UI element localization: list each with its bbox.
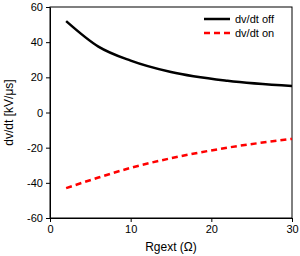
tick-label: 10 [125, 223, 137, 235]
tick: 20 [206, 218, 218, 235]
series-line [66, 139, 292, 188]
tick-label: 60 [31, 1, 43, 13]
x-axis: 0 10 20 30 [47, 218, 298, 235]
legend-swatch [204, 32, 230, 35]
legend-entry: dv/dt on [204, 27, 274, 39]
tick-label: 0 [37, 107, 43, 119]
tick-mark [46, 7, 50, 8]
tick-label: -40 [27, 177, 43, 189]
tick-mark [46, 183, 50, 184]
x-axis-title: Rgext (Ω) [145, 240, 197, 254]
tick-label: 0 [47, 223, 53, 235]
tick: -20 [27, 142, 50, 154]
series-line [66, 21, 292, 86]
axis-line [51, 218, 293, 219]
tick-label: -20 [27, 142, 43, 154]
chart: 0 10 20 30 -60 -40 -20 0 20 40 60 dv/dt off dv/dt on… [0, 0, 300, 256]
legend-entry: dv/dt off [204, 13, 275, 25]
tick: 10 [125, 218, 137, 235]
tick-mark [50, 218, 51, 222]
tick-label: 20 [31, 71, 43, 83]
legend: dv/dt off dv/dt on [204, 13, 275, 39]
legend-swatch [204, 18, 230, 21]
tick-mark [211, 218, 212, 222]
tick: -40 [27, 177, 50, 189]
tick: 0 [37, 107, 50, 119]
tick: 40 [31, 36, 50, 48]
legend-label: dv/dt on [235, 27, 274, 39]
y-axis-title: dv/dt [kV/μs] [2, 79, 16, 145]
tick-label: 30 [286, 223, 298, 235]
lines [66, 21, 292, 188]
tick-label: 40 [31, 36, 43, 48]
plot: 0 10 20 30 -60 -40 -20 0 20 40 60 dv/dt off dv/dt on [27, 1, 299, 235]
tick-label: 20 [206, 223, 218, 235]
y-axis: -60 -40 -20 0 20 40 60 [27, 1, 50, 224]
tick: 60 [31, 1, 50, 13]
tick-mark [131, 218, 132, 222]
legend-label: dv/dt off [235, 13, 275, 25]
tick-mark [46, 218, 50, 219]
tick-mark [46, 148, 50, 149]
tick: 20 [31, 71, 50, 83]
tick: 30 [286, 218, 298, 235]
tick: -60 [27, 212, 50, 224]
tick-mark [292, 218, 293, 222]
tick-mark [46, 113, 50, 114]
tick: 0 [47, 218, 53, 235]
tick-mark [46, 42, 50, 43]
tick-label: -60 [27, 212, 43, 224]
tick-mark [46, 77, 50, 78]
axis-line [50, 8, 51, 219]
plot-frame [50, 7, 292, 218]
